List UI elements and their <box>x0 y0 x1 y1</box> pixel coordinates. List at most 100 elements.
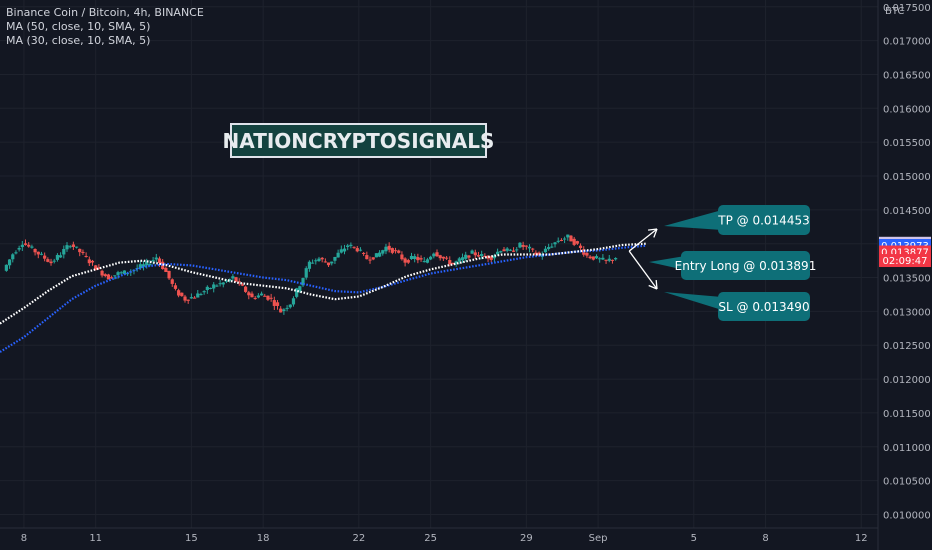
candle-body <box>231 276 235 279</box>
candle <box>441 256 445 261</box>
candle-body <box>598 258 602 260</box>
candle <box>256 293 260 299</box>
ma30-line <box>0 244 646 353</box>
candle <box>279 306 283 313</box>
price-badge-bg <box>879 254 931 268</box>
candle-body <box>326 262 331 266</box>
candle-body <box>148 264 152 266</box>
candle <box>413 253 417 263</box>
arrow-head <box>647 228 658 231</box>
candle-body <box>256 295 260 298</box>
candle <box>135 264 139 272</box>
candle <box>177 288 181 298</box>
price-axis: BTC 0.010000 0.010500 0.011000 0.011500 0.012… <box>877 0 931 550</box>
y-tick-label: 0.011500 <box>883 409 931 420</box>
entry-callout-box <box>681 251 810 280</box>
candle <box>298 285 302 294</box>
legend-ma30[interactable]: MA (30, close, 10, SMA, 5) <box>6 34 151 47</box>
candle <box>598 257 602 263</box>
candle <box>438 254 442 261</box>
candle-body <box>511 250 516 252</box>
candle-body <box>282 309 286 312</box>
candle <box>432 252 436 259</box>
candle <box>119 271 123 275</box>
candle <box>543 245 548 253</box>
candle-body <box>610 259 615 261</box>
candle <box>304 266 308 280</box>
candle <box>326 262 331 268</box>
candle-body <box>342 248 347 252</box>
candle <box>330 261 334 266</box>
candle-body <box>71 244 75 247</box>
candle-body <box>346 245 350 247</box>
candle-body <box>537 252 541 256</box>
candle-body <box>11 254 15 260</box>
candle <box>566 234 570 241</box>
candle-body <box>141 264 146 267</box>
candle <box>208 287 213 290</box>
tp-callout-label: TP @ 0.014453 <box>717 214 809 228</box>
legend-ma50[interactable]: MA (50, close, 10, SMA, 5) <box>6 20 151 33</box>
candle <box>374 253 378 258</box>
candle-body <box>492 255 497 259</box>
candle-body <box>189 297 193 299</box>
candle <box>591 256 595 261</box>
candle <box>189 293 193 299</box>
candle-body <box>49 261 53 264</box>
candle-body <box>422 261 426 263</box>
x-tick-label: 12 <box>855 533 868 544</box>
candle <box>215 284 219 287</box>
candle-body <box>384 246 388 252</box>
y-tick-label: 0.010500 <box>883 477 931 488</box>
candle <box>78 248 82 257</box>
candle <box>368 256 372 264</box>
candle-body <box>393 250 398 252</box>
time-axis: 8 11 15 18 22 25 29 Sep 5 8 12 <box>0 527 878 544</box>
chart-legend: Binance Coin / Bitcoin, 4h, BINANCE MA (… <box>6 6 204 48</box>
candle <box>157 256 162 267</box>
candle-body <box>7 259 12 266</box>
candle <box>588 255 592 260</box>
candle-body <box>601 257 605 260</box>
candle-body <box>339 249 343 253</box>
sl-callout-pointer <box>664 292 722 310</box>
candle <box>515 247 519 253</box>
candle <box>358 247 363 252</box>
candle-body <box>531 248 535 250</box>
candle <box>486 255 490 262</box>
candle-body <box>403 258 407 263</box>
arrow-head <box>648 284 658 290</box>
candle-body <box>314 260 318 262</box>
candle-body <box>192 297 197 299</box>
candle <box>100 269 104 278</box>
candle-body <box>451 262 455 265</box>
candle <box>148 260 152 267</box>
candle-body <box>272 300 276 306</box>
candle-body <box>508 249 512 251</box>
candle-body <box>74 246 79 248</box>
arrow-head <box>655 279 658 290</box>
candle <box>489 255 493 263</box>
candle <box>231 274 235 281</box>
candle <box>87 256 91 266</box>
candle-body <box>527 246 532 249</box>
candle-body <box>390 248 394 253</box>
candle <box>39 251 44 256</box>
candle <box>295 287 299 299</box>
trade-arrows <box>628 228 658 290</box>
candle-body <box>572 238 576 245</box>
x-tick-label: 29 <box>520 533 533 544</box>
sl-callout-label: SL @ 0.013490 <box>718 300 809 314</box>
candle-body <box>374 253 378 258</box>
candle <box>601 254 605 261</box>
arrow-shaft <box>628 250 658 290</box>
candle <box>572 236 576 247</box>
candle-body <box>100 270 104 276</box>
x-tick-label: 25 <box>424 533 437 544</box>
candle <box>422 257 426 263</box>
candle-body <box>575 241 579 244</box>
candle <box>610 259 615 264</box>
candle <box>320 257 324 263</box>
candle <box>483 253 487 257</box>
